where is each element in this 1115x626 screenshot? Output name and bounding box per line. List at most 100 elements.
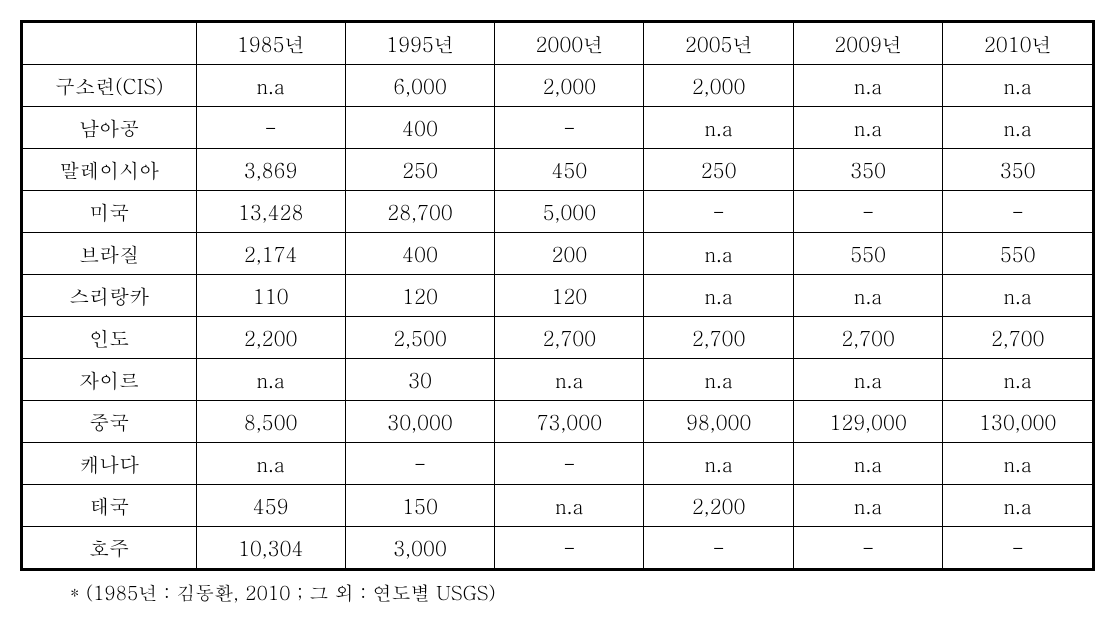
table-row: 브라질 2,174 400 200 n.a 550 550	[22, 233, 1094, 275]
row-label: 구소련(CIS)	[22, 65, 197, 107]
cell: n.a	[793, 443, 943, 485]
cell: 3,869	[196, 149, 345, 191]
cell: n.a	[196, 443, 345, 485]
cell: 120	[495, 275, 644, 317]
cell: n.a	[943, 65, 1094, 107]
cell: 13,428	[196, 191, 345, 233]
cell: 350	[943, 149, 1094, 191]
cell: 2,500	[345, 317, 494, 359]
cell: 130,000	[943, 401, 1094, 443]
cell: 150	[345, 485, 494, 527]
cell: -	[793, 527, 943, 570]
cell: -	[644, 527, 793, 570]
cell: 2,174	[196, 233, 345, 275]
cell: n.a	[644, 107, 793, 149]
cell: 3,000	[345, 527, 494, 570]
table-row: 남아공 - 400 - n.a n.a n.a	[22, 107, 1094, 149]
cell: n.a	[196, 359, 345, 401]
cell: -	[943, 527, 1094, 570]
cell: n.a	[196, 65, 345, 107]
cell: 250	[644, 149, 793, 191]
table-row: 인도 2,200 2,500 2,700 2,700 2,700 2,700	[22, 317, 1094, 359]
cell: n.a	[943, 443, 1094, 485]
cell: 98,000	[644, 401, 793, 443]
cell: 450	[495, 149, 644, 191]
cell: 2,700	[793, 317, 943, 359]
cell: 2,000	[495, 65, 644, 107]
row-label: 말레이시아	[22, 149, 197, 191]
cell: 400	[345, 107, 494, 149]
row-label: 태국	[22, 485, 197, 527]
cell: n.a	[943, 275, 1094, 317]
row-label: 캐나다	[22, 443, 197, 485]
cell: 550	[793, 233, 943, 275]
cell: -	[196, 107, 345, 149]
cell: 6,000	[345, 65, 494, 107]
cell: 8,500	[196, 401, 345, 443]
cell: n.a	[943, 485, 1094, 527]
table-row: 스리랑카 110 120 120 n.a n.a n.a	[22, 275, 1094, 317]
row-label: 인도	[22, 317, 197, 359]
cell: 2,700	[495, 317, 644, 359]
row-label: 미국	[22, 191, 197, 233]
cell: n.a	[495, 359, 644, 401]
cell: n.a	[793, 65, 943, 107]
cell: 200	[495, 233, 644, 275]
cell: 110	[196, 275, 345, 317]
cell: 2,200	[644, 485, 793, 527]
cell: n.a	[644, 275, 793, 317]
header-cell-2005: 2005년	[644, 22, 793, 65]
data-table: 1985년 1995년 2000년 2005년 2009년 2010년 구소련(…	[20, 20, 1095, 571]
cell: 73,000	[495, 401, 644, 443]
cell: -	[644, 191, 793, 233]
cell: -	[943, 191, 1094, 233]
cell: 10,304	[196, 527, 345, 570]
header-cell-2000: 2000년	[495, 22, 644, 65]
cell: n.a	[793, 275, 943, 317]
cell: -	[495, 527, 644, 570]
table-row: 미국 13,428 28,700 5,000 - - -	[22, 191, 1094, 233]
table-row: 말레이시아 3,869 250 450 250 350 350	[22, 149, 1094, 191]
cell: -	[345, 443, 494, 485]
table-row: 태국 459 150 n.a 2,200 n.a n.a	[22, 485, 1094, 527]
header-row: 1985년 1995년 2000년 2005년 2009년 2010년	[22, 22, 1094, 65]
header-cell-1985: 1985년	[196, 22, 345, 65]
cell: 550	[943, 233, 1094, 275]
cell: -	[495, 107, 644, 149]
cell: n.a	[644, 233, 793, 275]
header-cell-blank	[22, 22, 197, 65]
cell: n.a	[793, 485, 943, 527]
row-label: 스리랑카	[22, 275, 197, 317]
table-container: 1985년 1995년 2000년 2005년 2009년 2010년 구소련(…	[20, 20, 1095, 606]
cell: 129,000	[793, 401, 943, 443]
cell: n.a	[793, 107, 943, 149]
cell: 120	[345, 275, 494, 317]
cell: n.a	[793, 359, 943, 401]
footnote: * (1985년 : 김동환, 2010 ; 그 외 : 연도별 USGS)	[20, 579, 1095, 606]
cell: 30,000	[345, 401, 494, 443]
table-row: 자이르 n.a 30 n.a n.a n.a n.a	[22, 359, 1094, 401]
cell: n.a	[943, 107, 1094, 149]
cell: 350	[793, 149, 943, 191]
cell: 5,000	[495, 191, 644, 233]
cell: 2,700	[644, 317, 793, 359]
cell: n.a	[644, 359, 793, 401]
cell: 2,000	[644, 65, 793, 107]
table-body: 구소련(CIS) n.a 6,000 2,000 2,000 n.a n.a 남…	[22, 65, 1094, 570]
row-label: 자이르	[22, 359, 197, 401]
cell: 400	[345, 233, 494, 275]
row-label: 호주	[22, 527, 197, 570]
row-label: 브라질	[22, 233, 197, 275]
cell: n.a	[495, 485, 644, 527]
cell: 2,200	[196, 317, 345, 359]
cell: -	[495, 443, 644, 485]
row-label: 중국	[22, 401, 197, 443]
table-row: 중국 8,500 30,000 73,000 98,000 129,000 13…	[22, 401, 1094, 443]
cell: n.a	[943, 359, 1094, 401]
cell: n.a	[644, 443, 793, 485]
header-cell-2010: 2010년	[943, 22, 1094, 65]
cell: 2,700	[943, 317, 1094, 359]
table-row: 구소련(CIS) n.a 6,000 2,000 2,000 n.a n.a	[22, 65, 1094, 107]
cell: 30	[345, 359, 494, 401]
row-label: 남아공	[22, 107, 197, 149]
